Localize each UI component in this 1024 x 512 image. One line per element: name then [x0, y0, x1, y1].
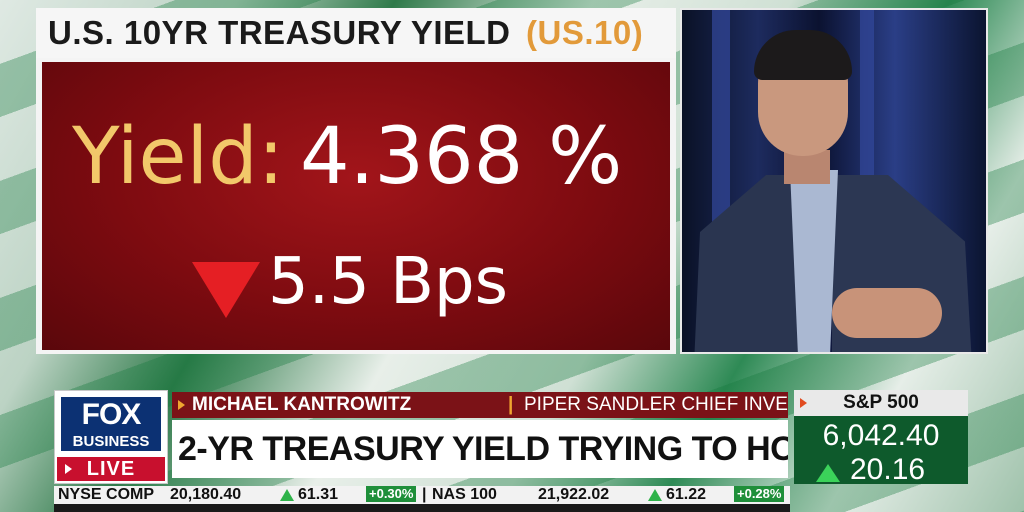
down-arrow-icon — [192, 262, 260, 318]
index-box: S&P 500 6,042.40 20.16 — [794, 390, 968, 486]
ticker-pct: +0.28% — [734, 486, 785, 502]
logo-fox: FOX — [61, 397, 161, 433]
guest-title: PIPER SANDLER CHIEF INVESTMENT STRATEGIS… — [524, 394, 788, 415]
headline: 2-YR TREASURY YIELD TRYING TO HOLD ABOVE… — [172, 420, 788, 478]
guest-hair — [754, 30, 852, 80]
secondary-ticker — [54, 504, 790, 512]
ticker-value: 20,180.40 — [170, 486, 242, 503]
ticker-change: 61.22 — [666, 486, 707, 503]
live-badge: LIVE — [57, 457, 165, 481]
yield-change: 5.5 Bps — [268, 245, 508, 319]
ticker-separator: | — [422, 486, 427, 503]
ticker-pct: +0.30% — [366, 486, 417, 502]
network-logo: FOX BUSINESS LIVE — [54, 390, 168, 484]
ticker-name: NAS 100 — [432, 486, 497, 503]
treasury-graphic: U.S. 10YR TREASURY YIELD (US.10) Yield: … — [36, 8, 676, 354]
graphic-title-bar: U.S. 10YR TREASURY YIELD (US.10) — [36, 8, 676, 58]
up-arrow-icon — [648, 489, 662, 501]
index-value: 6,042.40 — [822, 419, 940, 452]
guest-shirt — [790, 170, 838, 352]
lower-third: FOX BUSINESS LIVE MICHAEL KANTROWITZ | P… — [54, 390, 970, 512]
guest-name-bar: MICHAEL KANTROWITZ | PIPER SANDLER CHIEF… — [172, 392, 788, 418]
play-arrow-icon — [178, 400, 185, 410]
ticker-change: 61.31 — [298, 486, 339, 503]
graphic-title: U.S. 10YR TREASURY YIELD — [48, 14, 511, 51]
yield-value: 4.368 % — [300, 112, 623, 202]
guest-name: MICHAEL KANTROWITZ — [192, 394, 412, 415]
play-arrow-icon — [800, 398, 807, 408]
logo-business: BUSINESS — [61, 433, 161, 451]
ticker-value: 21,922.02 — [538, 486, 610, 503]
yield-box: Yield: 4.368 % 5.5 Bps — [42, 62, 670, 350]
stock-ticker: NYSE COMP 20,180.40 61.31 +0.30% | NAS 1… — [54, 486, 790, 504]
name-separator: | — [508, 394, 514, 415]
index-name: S&P 500 — [843, 392, 919, 413]
index-change: 20.16 — [850, 453, 926, 486]
guest-hand — [832, 288, 942, 338]
guest-video — [680, 8, 988, 354]
up-arrow-icon — [816, 464, 840, 482]
up-arrow-icon — [280, 489, 294, 501]
ticker-name: NYSE COMP — [58, 486, 155, 503]
index-name-bar: S&P 500 — [794, 390, 968, 416]
yield-label: Yield: — [72, 112, 284, 202]
graphic-symbol: (US.10) — [526, 14, 644, 51]
